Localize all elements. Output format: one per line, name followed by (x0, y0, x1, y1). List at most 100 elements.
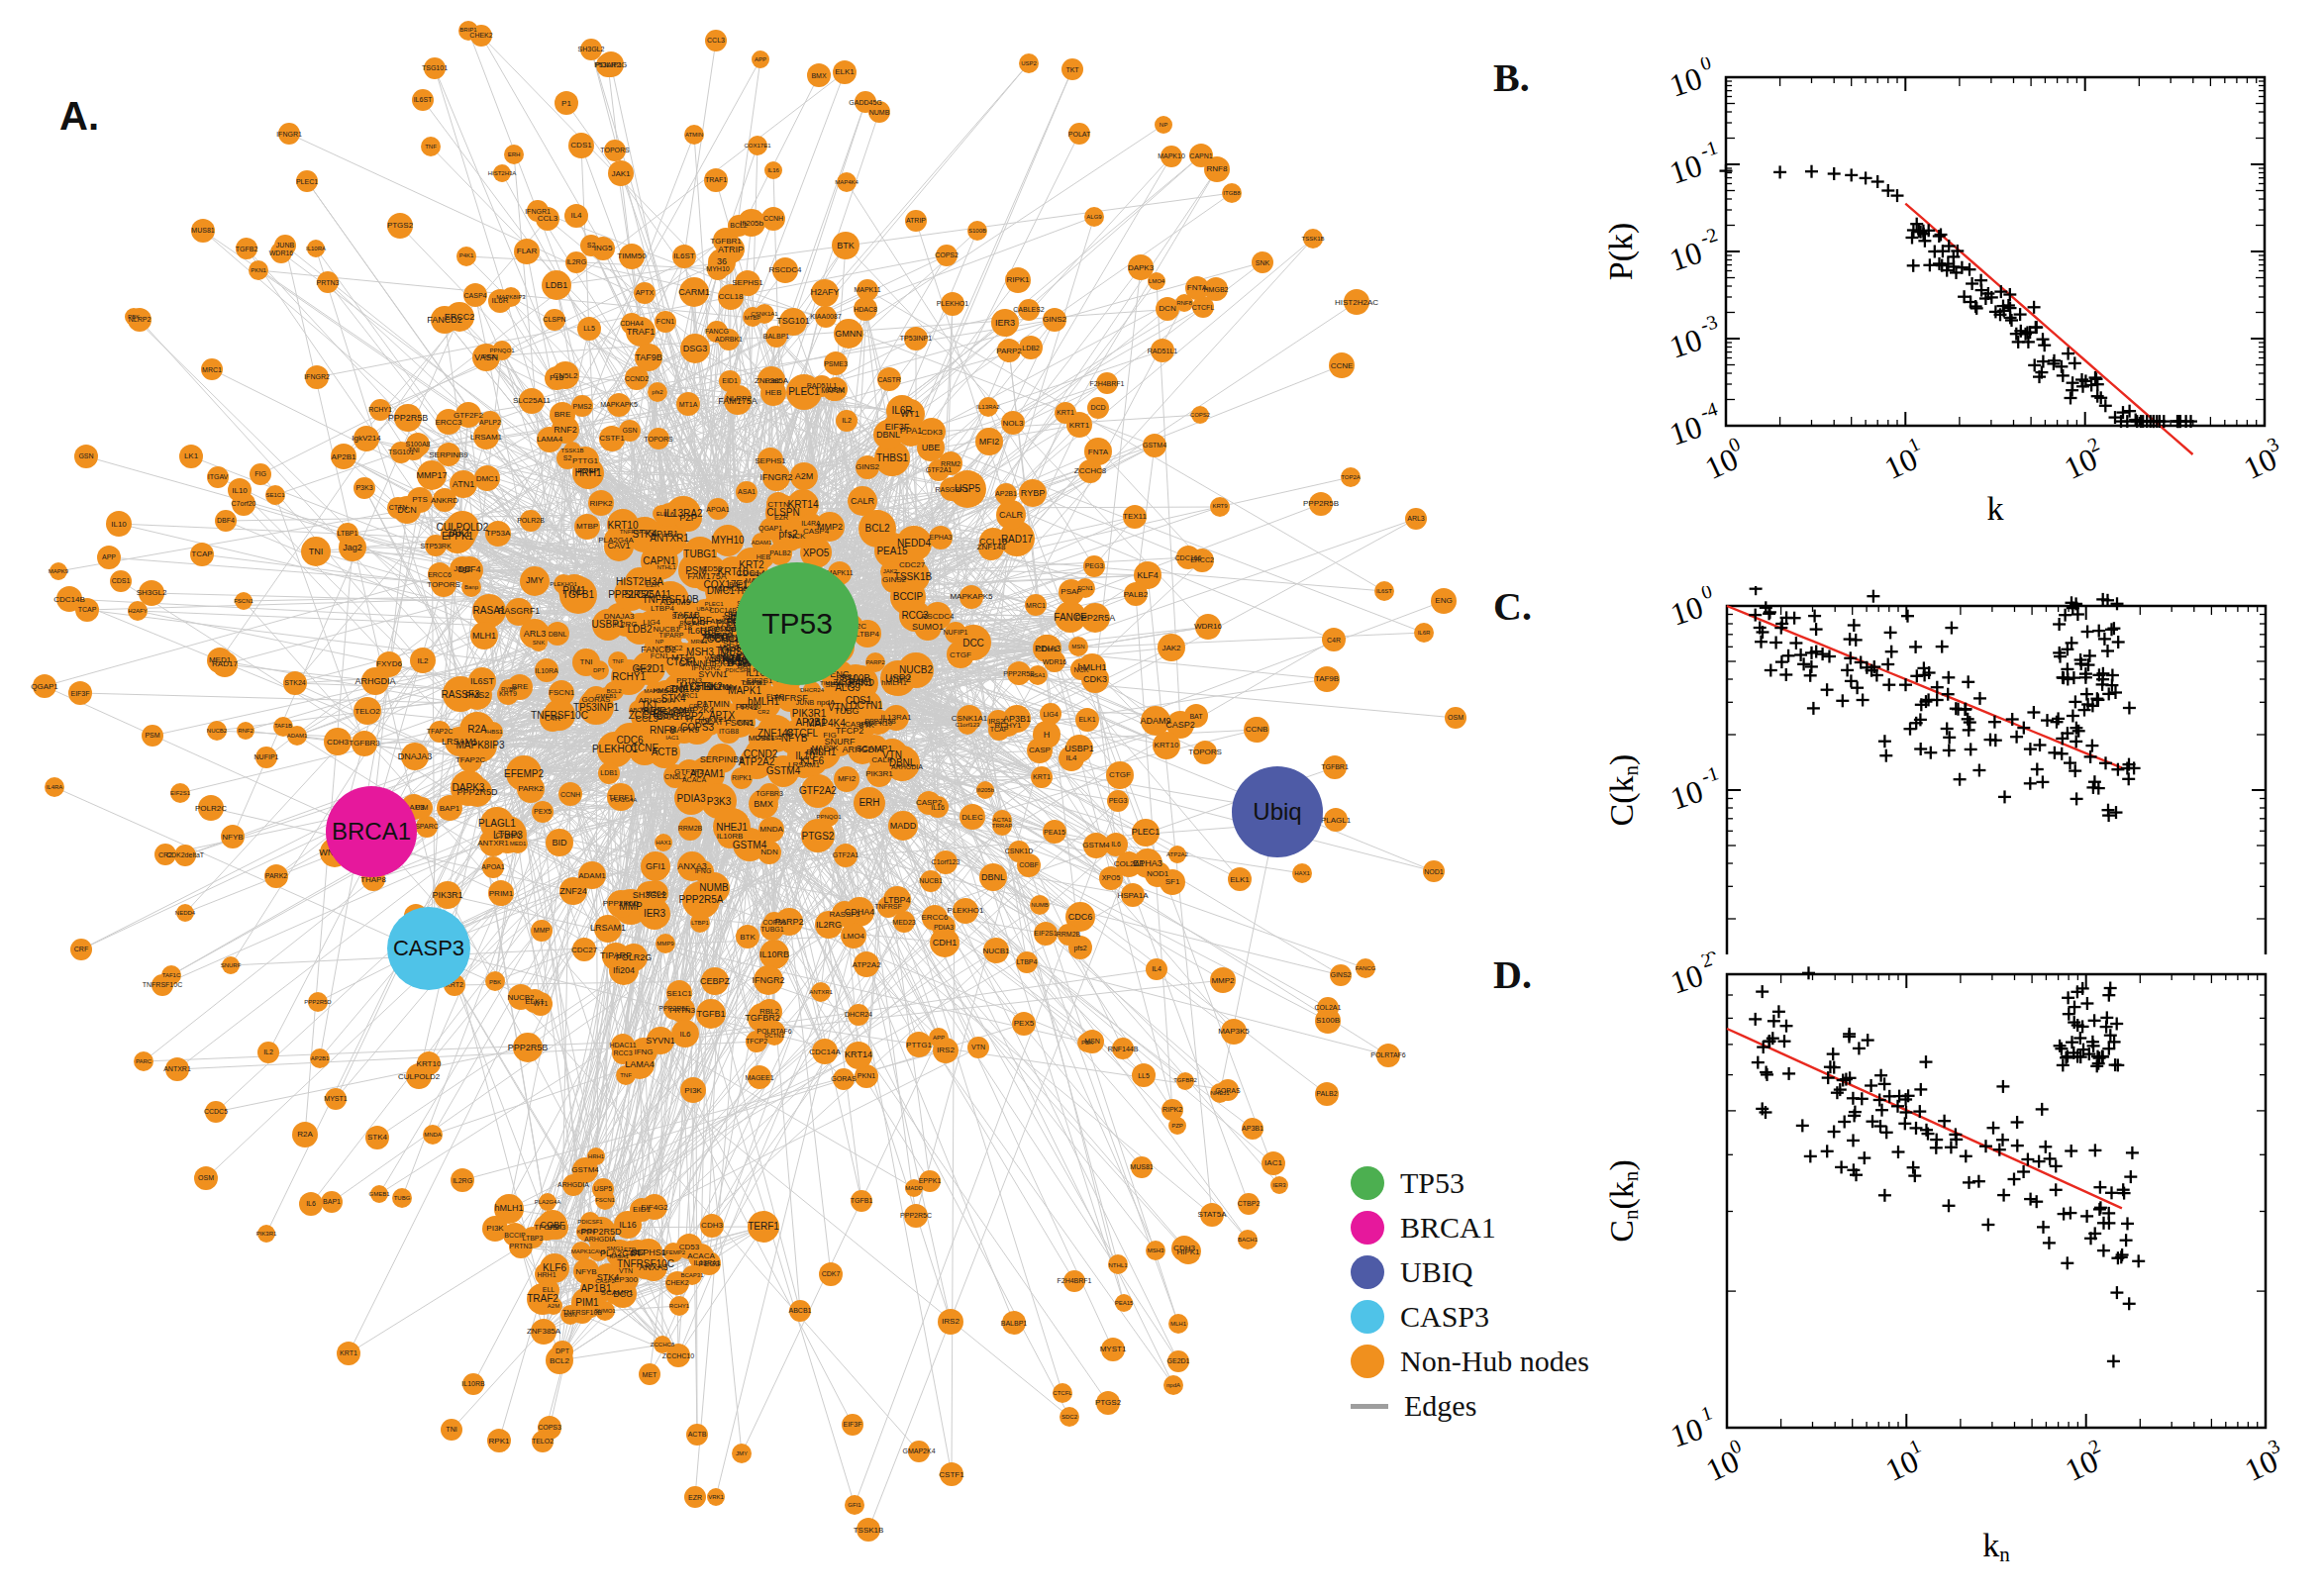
svg-text:KRT14: KRT14 (577, 1229, 596, 1235)
svg-text:PPP2R5B: PPP2R5B (1003, 670, 1035, 677)
svg-text:FNTA: FNTA (1187, 283, 1208, 292)
svg-text:GINS2: GINS2 (856, 462, 880, 471)
svg-text:CAPN1: CAPN1 (643, 555, 676, 566)
svg-text:JAK2: JAK2 (1162, 644, 1181, 652)
svg-text:BCL2: BCL2 (864, 523, 889, 534)
svg-text:EIF4G2: EIF4G2 (641, 1203, 668, 1212)
svg-text:LMO4: LMO4 (1149, 278, 1165, 284)
svg-text:CDS1: CDS1 (112, 577, 131, 584)
svg-text:Jag2: Jag2 (343, 543, 362, 552)
svg-text:PARC: PARC (136, 1058, 152, 1064)
svg-text:NEDD4: NEDD4 (175, 910, 196, 916)
svg-text:TOPORS: TOPORS (427, 580, 460, 589)
svg-text:EIF3F: EIF3F (843, 1421, 861, 1428)
svg-text:CTBP2: CTBP2 (1238, 1200, 1261, 1207)
svg-text:CSNK1A1: CSNK1A1 (952, 714, 988, 723)
svg-text:PEX5: PEX5 (1014, 1019, 1035, 1028)
svg-text:RASSF3: RASSF3 (829, 910, 860, 919)
svg-text:QGAP1: QGAP1 (758, 525, 782, 533)
svg-text:MAPK1: MAPK1 (571, 1248, 592, 1254)
svg-text:SH3GL2: SH3GL2 (137, 588, 167, 597)
svg-text:TP53A: TP53A (486, 529, 511, 538)
svg-text:pfs2: pfs2 (652, 389, 663, 395)
svg-text:CDS1: CDS1 (846, 695, 872, 706)
svg-text:GORAS: GORAS (831, 1075, 857, 1082)
svg-text:PDIA3: PDIA3 (934, 924, 954, 931)
svg-text:KIAA0087: KIAA0087 (810, 313, 842, 320)
svg-text:NFYB: NFYB (781, 733, 808, 744)
svg-text:WT1: WT1 (534, 1000, 549, 1007)
svg-text:PPNQO1: PPNQO1 (816, 814, 842, 820)
svg-text:KRT1: KRT1 (1057, 409, 1074, 416)
svg-text:NOD1: NOD1 (1424, 868, 1444, 875)
svg-text:PIK3R1: PIK3R1 (865, 769, 893, 778)
svg-text:FLAR: FLAR (766, 693, 784, 700)
svg-text:TCAP: TCAP (990, 726, 1009, 733)
svg-text:TCAP: TCAP (78, 606, 97, 613)
svg-text:CCNH: CCNH (560, 791, 580, 798)
svg-text:RPK1: RPK1 (489, 1437, 510, 1446)
svg-text:HMGB2: HMGB2 (1204, 286, 1229, 293)
svg-text:MFI2: MFI2 (979, 437, 1000, 447)
svg-text:GORAS: GORAS (1215, 1087, 1241, 1094)
svg-text:C7orf20: C7orf20 (496, 832, 521, 839)
svg-text:BALBP1: BALBP1 (1001, 1320, 1028, 1327)
svg-text:PLEC1: PLEC1 (1132, 827, 1161, 837)
svg-text:RCHY1: RCHY1 (669, 1303, 690, 1309)
svg-text:TRAF1: TRAF1 (705, 176, 727, 183)
svg-text:TIPARP: TIPARP (659, 632, 684, 639)
svg-text:S2: S2 (563, 454, 572, 461)
svg-text:FANCG: FANCG (1356, 965, 1376, 971)
svg-text:BTK: BTK (837, 241, 855, 250)
svg-text:PPP2R5D: PPP2R5D (603, 899, 640, 908)
svg-text:MAPK8IP3: MAPK8IP3 (496, 294, 526, 300)
svg-text:SH3GL2: SH3GL2 (633, 890, 667, 900)
svg-text:UIM: UIM (416, 804, 429, 811)
svg-text:EP300: EP300 (614, 1275, 639, 1284)
svg-text:IL6: IL6 (679, 1030, 691, 1039)
svg-text:TSG101: TSG101 (388, 449, 414, 455)
svg-text:hMLH1: hMLH1 (494, 1203, 523, 1213)
svg-text:SMG1: SMG1 (606, 1246, 624, 1251)
svg-text:SPARC: SPARC (415, 823, 439, 830)
svg-text:POLR2B: POLR2B (517, 517, 545, 524)
svg-text:USP5: USP5 (594, 1185, 612, 1192)
svg-text:IRS2: IRS2 (942, 1317, 960, 1326)
svg-text:CDHA4: CDHA4 (620, 320, 644, 327)
svg-text:npdA: npdA (817, 698, 836, 707)
svg-text:NUMB: NUMB (1031, 902, 1049, 908)
svg-text:STAT5A: STAT5A (1197, 1210, 1227, 1219)
svg-text:KLF4: KLF4 (1137, 570, 1159, 580)
svg-text:C7orf20: C7orf20 (232, 500, 256, 507)
svg-text:TSSK1B: TSSK1B (854, 1526, 884, 1535)
svg-text:CTGF: CTGF (950, 650, 971, 659)
svg-text:MMP17: MMP17 (416, 470, 447, 480)
svg-text:RAD51L1: RAD51L1 (1148, 348, 1177, 354)
svg-text:IL6R: IL6R (1418, 630, 1431, 636)
svg-text:ITGB8: ITGB8 (719, 728, 739, 735)
svg-text:TRAF1: TRAF1 (627, 327, 656, 337)
svg-text:F2H4BRF1: F2H4BRF1 (1057, 1277, 1091, 1284)
svg-text:CASTR: CASTR (877, 376, 901, 383)
svg-text:LRSAM1: LRSAM1 (590, 923, 626, 933)
svg-text:GE2D1: GE2D1 (633, 663, 665, 674)
svg-text:NUMB: NUMB (869, 109, 890, 116)
svg-text:DAPK3: DAPK3 (1128, 263, 1155, 272)
svg-text:MFI2: MFI2 (838, 774, 857, 783)
svg-text:LTBP4: LTBP4 (856, 630, 879, 639)
svg-text:PALB2: PALB2 (769, 549, 790, 556)
svg-text:36: 36 (717, 256, 727, 266)
svg-text:CR2: CR2 (758, 709, 770, 715)
svg-text:LAMA4: LAMA4 (625, 1059, 655, 1069)
svg-text:TP53: TP53 (761, 607, 833, 640)
svg-text:RRM2: RRM2 (941, 460, 960, 467)
svg-text:MAPK9: MAPK9 (49, 568, 69, 574)
svg-text:LMO4: LMO4 (843, 932, 864, 941)
svg-text:NOL3: NOL3 (1003, 419, 1024, 428)
svg-text:HSPA1A: HSPA1A (1118, 891, 1150, 900)
svg-text:COPS3: COPS3 (538, 1424, 561, 1431)
svg-text:MED23: MED23 (892, 919, 915, 926)
svg-text:CDS1: CDS1 (570, 141, 592, 150)
svg-text:PEG3: PEG3 (1109, 797, 1128, 804)
svg-text:npdA: npdA (1166, 1382, 1180, 1388)
